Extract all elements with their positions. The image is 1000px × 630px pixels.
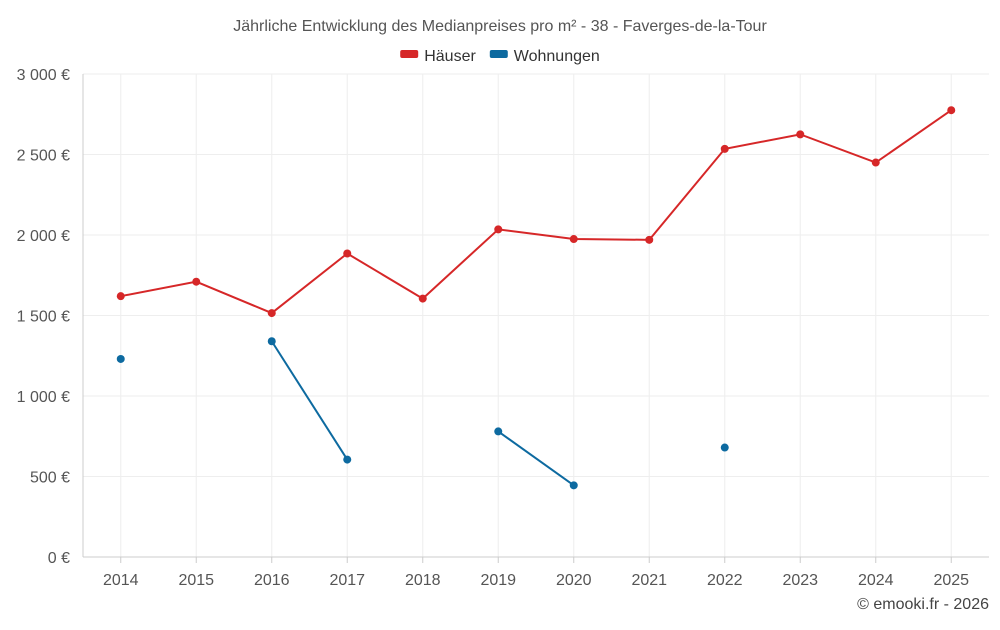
data-point [267,309,276,318]
data-point [494,427,503,436]
y-tick-label: 1 500 € [17,309,70,326]
data-point [343,455,352,464]
legend-label: Häuser [424,48,476,65]
x-tick-label: 2022 [707,572,743,589]
x-tick-label: 2020 [556,572,592,589]
legend-swatch [400,50,419,58]
legend-item[interactable]: Häuser [400,48,476,65]
data-point [192,277,201,286]
x-tick-label: 2021 [631,572,667,589]
legend-label: Wohnungen [514,48,600,65]
x-tick-label: 2025 [933,572,969,589]
x-tick-label: 2014 [103,572,139,589]
series-wohnungen [116,337,729,490]
y-tick-label: 3 000 € [17,67,70,84]
credit-text: © emooki.fr - 2026 [857,596,989,613]
grid [83,73,989,557]
series-line [497,430,575,487]
y-axis: 0 € 500 € 1 000 € 1 500 € 2 000 € 2 500 € 3 00… [17,67,84,567]
data-point [569,235,578,244]
legend-item[interactable]: Wohnungen [489,48,600,65]
series-line [120,109,952,315]
series-layer [116,106,956,490]
x-tick-label: 2015 [178,572,214,589]
y-tick-label: 0 € [48,550,70,567]
x-tick-label: 2024 [858,572,894,589]
legend-swatch [489,50,508,58]
y-tick-label: 500 € [30,470,70,487]
data-point [494,225,503,234]
series-häuser [116,106,956,318]
data-point [645,235,654,244]
data-point [947,106,956,115]
series-line [270,340,349,461]
legend: Häuser Wohnungen [400,48,600,65]
data-point [343,249,352,258]
x-tick-label: 2017 [329,572,365,589]
y-tick-label: 2 000 € [17,228,70,245]
data-point [569,481,578,490]
chart-title: Jährliche Entwicklung des Medianpreises … [233,18,767,35]
x-axis: 2014 2015 2016 2017 2018 2019 2020 2021 2022 2023… [83,556,989,589]
x-tick-label: 2023 [782,572,818,589]
x-tick-label: 2018 [405,572,441,589]
data-point [720,144,729,153]
data-point [871,158,880,167]
data-point [418,294,427,303]
data-point [267,337,276,346]
y-tick-label: 2 500 € [17,148,70,165]
y-tick-label: 1 000 € [17,389,70,406]
x-tick-label: 2019 [480,572,516,589]
data-point [116,292,125,301]
data-point [720,443,729,452]
data-point [116,354,125,363]
data-point [796,130,805,139]
x-tick-label: 2016 [254,572,290,589]
